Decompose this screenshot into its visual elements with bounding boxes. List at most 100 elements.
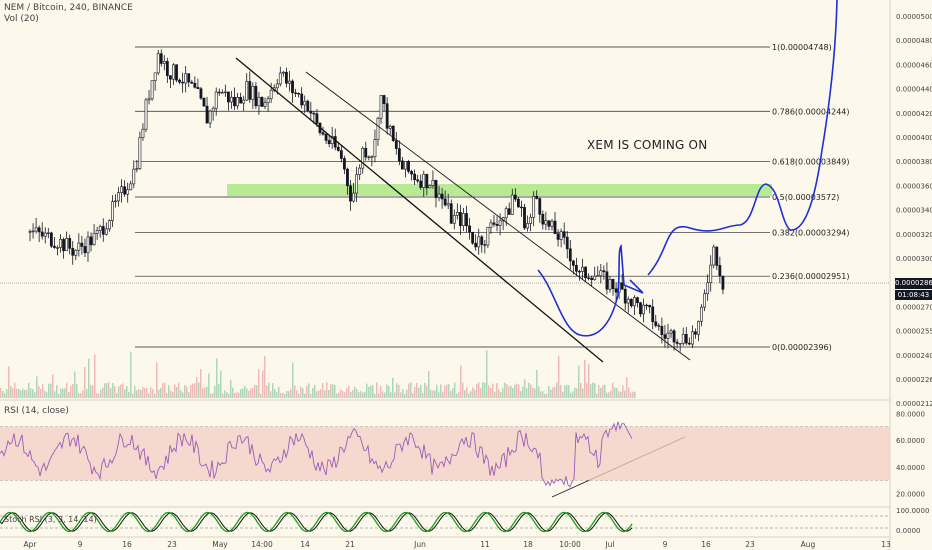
volume-bar	[192, 383, 194, 398]
candle-body	[565, 236, 569, 250]
candle-body	[681, 334, 685, 344]
volume-bar	[294, 385, 296, 398]
candle-body	[721, 275, 725, 290]
volume-bar	[366, 383, 368, 398]
volume-bar	[600, 387, 602, 398]
volume-bar	[584, 359, 586, 398]
volume-bar	[462, 382, 464, 398]
volume-bar	[136, 390, 138, 398]
volume-bar	[266, 385, 268, 398]
candle-body	[144, 99, 148, 130]
volume-bar	[98, 393, 100, 398]
chart-header: NEM / Bitcoin, 240, BINANCE Vol (20)	[4, 3, 133, 25]
candle-body	[181, 81, 185, 84]
volume-bar	[308, 383, 310, 398]
candle-body	[385, 103, 389, 129]
candle-body	[339, 150, 343, 159]
volume-bar	[452, 388, 454, 398]
volume-bar	[508, 386, 510, 398]
volume-bar	[548, 385, 550, 398]
x-tick-label: 10:00	[559, 540, 581, 549]
candle-body	[492, 222, 496, 225]
volume-bar	[26, 389, 28, 398]
candle-body	[654, 321, 658, 326]
candle-body	[285, 71, 288, 84]
volume-bar	[388, 385, 390, 398]
volume-bar	[262, 370, 264, 398]
volume-bar	[240, 389, 242, 398]
candle-body	[92, 233, 96, 246]
candle-body	[532, 195, 536, 218]
candle-body	[101, 226, 105, 235]
volume-bar	[398, 384, 400, 398]
volume-bar	[122, 383, 124, 398]
volume-bar	[68, 392, 70, 398]
volume-bar	[574, 387, 576, 398]
candle-body	[541, 213, 545, 225]
volume-bar	[436, 384, 438, 398]
candle-body	[28, 231, 32, 233]
volume-bar	[430, 389, 432, 398]
candle-body	[587, 277, 591, 279]
candle-body	[538, 198, 542, 215]
candle-body	[568, 248, 572, 262]
fib-label: 0.618(0.00003849)	[772, 158, 850, 167]
volume-bar	[572, 391, 574, 398]
candle-body	[236, 97, 239, 107]
volume-bar	[116, 393, 118, 398]
volume-bar	[80, 393, 82, 398]
candle-body	[477, 236, 481, 248]
volume-bar	[10, 385, 12, 398]
candle-body	[465, 213, 468, 227]
candle-body	[147, 98, 151, 101]
candle-body	[462, 213, 465, 227]
volume-bar	[532, 387, 534, 398]
y-tick-label: 0.00002120	[896, 400, 932, 408]
candle-body	[709, 264, 713, 284]
volume-bar	[334, 385, 336, 398]
volume-bar	[8, 366, 10, 398]
x-tick-label: 9	[78, 540, 83, 549]
candle-body	[190, 81, 194, 84]
volume-bar	[280, 392, 282, 398]
volume-bar	[346, 388, 348, 398]
volume-bar	[108, 382, 110, 398]
volume-bar	[314, 384, 316, 398]
volume-bar	[440, 384, 442, 398]
candle-body	[111, 201, 114, 221]
volume-bar	[60, 388, 62, 398]
volume-bar	[488, 385, 490, 398]
candle-body	[666, 332, 670, 339]
fib-label: 0.236(0.00002951)	[772, 272, 850, 281]
volume-bar	[178, 382, 180, 398]
candle-body	[526, 223, 529, 229]
volume-bar	[168, 385, 170, 398]
candle-body	[507, 208, 511, 215]
candle-body	[68, 238, 72, 249]
candle-body	[413, 173, 417, 181]
candle-body	[495, 224, 499, 226]
candle-body	[422, 173, 426, 188]
volume-bar	[344, 392, 346, 398]
volume-bar	[150, 387, 152, 398]
volume-bar	[544, 393, 546, 398]
candle-body	[636, 297, 639, 304]
candle-body	[623, 288, 627, 304]
candle-body	[376, 117, 380, 140]
volume-bar	[14, 382, 16, 398]
volume-bar	[348, 385, 350, 398]
x-tick-label: 11	[480, 540, 490, 549]
volume-bar	[514, 384, 516, 398]
volume-bar	[576, 388, 578, 398]
candle-body	[388, 125, 392, 129]
fib-label: 0.5(0.00003572)	[772, 193, 839, 202]
candle-body	[346, 168, 349, 187]
x-tick-label: Apr	[24, 540, 38, 549]
candle-body	[37, 227, 41, 233]
candle-body	[474, 242, 478, 248]
volume-bar	[104, 383, 106, 398]
